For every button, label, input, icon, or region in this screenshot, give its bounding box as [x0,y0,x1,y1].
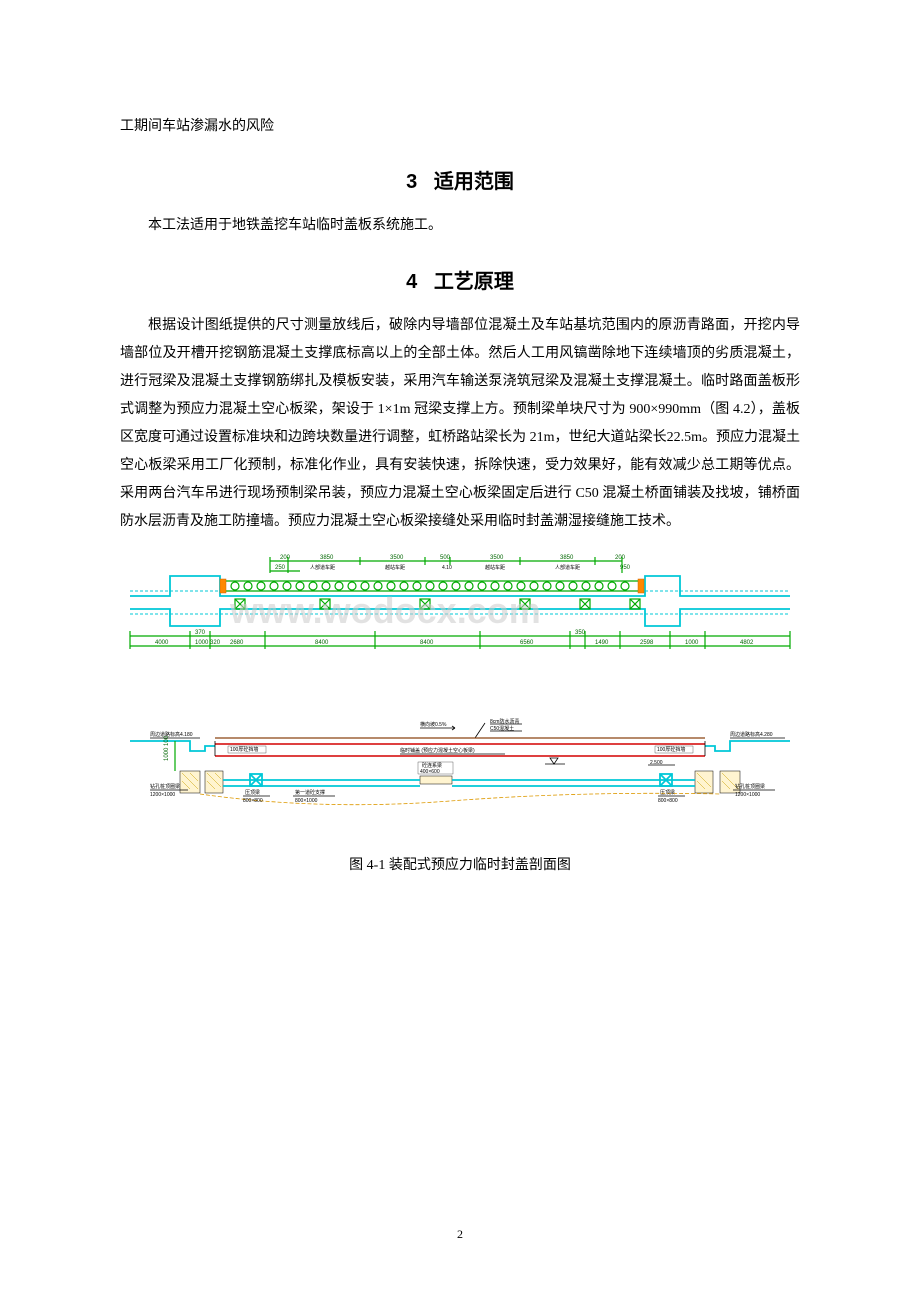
top-fragment: 工期间车站渗漏水的风险 [120,115,800,135]
section-4-num: 4 [406,271,417,293]
svg-text:8400: 8400 [420,640,434,646]
svg-text:4802: 4802 [740,640,754,646]
svg-text:100厚砼挡墙: 100厚砼挡墙 [657,746,685,753]
top-labels: 周边道路标高4.180 周边道路标高4.280 横向坡0.5% 8cm防水沥青 … [150,718,785,738]
svg-text:1490: 1490 [595,640,609,646]
svg-text:钻孔桩顶圈梁: 钻孔桩顶圈梁 [735,783,765,790]
svg-text:周边道路标高4.180: 周边道路标高4.180 [150,731,193,738]
svg-text:人部道车距: 人部道车距 [555,564,580,571]
section-4-title: 工艺原理 [434,271,514,293]
svg-text:250: 250 [275,565,286,571]
svg-text:钻孔桩顶圈梁: 钻孔桩顶圈梁 [150,783,180,790]
svg-text:350: 350 [575,630,586,636]
svg-text:第一道砼支撑: 第一道砼支撑 [295,789,325,796]
main-outline [130,576,790,626]
svg-text:砼连系梁: 砼连系梁 [422,762,442,769]
svg-text:压顶梁: 压顶梁 [660,789,675,796]
svg-text:100: 100 [164,735,170,746]
svg-text:370: 370 [195,630,206,636]
svg-text:500: 500 [440,555,451,561]
section-4-heading: 4 工艺原理 [120,265,800,294]
svg-text:1000: 1000 [685,640,699,646]
svg-text:200: 200 [615,555,626,561]
section-3-heading: 3 适用范围 [120,165,800,194]
svg-text:400×600: 400×600 [420,769,440,775]
end-box-l [220,579,226,593]
deck-units [225,581,640,609]
svg-text:横向坡0.5%: 横向坡0.5% [420,721,447,728]
svg-text:2680: 2680 [230,640,244,646]
svg-text:3500: 3500 [490,555,504,561]
svg-text:8400: 8400 [315,640,329,646]
svg-text:800×1000: 800×1000 [295,798,318,804]
svg-text:越站车距: 越站车距 [385,564,405,571]
svg-text:3850: 3850 [560,555,574,561]
svg-text:1200×1000: 1200×1000 [735,792,760,798]
top-dimensions: 200 3850 3500 500 3500 3850 200 人部道车距 越站… [270,555,631,573]
figure-1-plan: 200 3850 3500 500 3500 3850 200 人部道车距 越站… [120,551,800,681]
svg-text:4.10: 4.10 [442,565,452,571]
svg-text:3850: 3850 [320,555,334,561]
svg-text:4000: 4000 [155,640,169,646]
svg-text:周边道路标高4.280: 周边道路标高4.280 [730,731,773,738]
paragraph-2: 根据设计图纸提供的尺寸测量放线后，破除内导墙部位混凝土及车站基坑范围内的原沥青路… [120,312,800,536]
svg-text:压顶梁: 压顶梁 [245,789,260,796]
paragraph-1: 本工法适用于地铁盖挖车站临时盖板系统施工。 [120,212,800,240]
svg-text:800×800: 800×800 [658,798,678,804]
diagram-plan-svg: 200 3850 3500 500 3500 3850 200 人部道车距 越站… [120,551,800,681]
svg-text:2598: 2598 [640,640,654,646]
svg-text:800×800: 800×800 [243,798,263,804]
bottom-dimensions: 4000 370 1000 320 2680 8400 8400 6560 35… [130,630,790,649]
figure-2-section: 周边道路标高4.180 周边道路标高4.280 横向坡0.5% 8cm防水沥青 … [120,716,800,836]
section-3-num: 3 [406,171,417,193]
end-box-r [638,579,644,593]
svg-text:100厚砼挡墙: 100厚砼挡墙 [230,746,258,753]
section-3-title: 适用范围 [434,171,514,193]
svg-text:临时铺盖 (预应力混凝土空心板梁): 临时铺盖 (预应力混凝土空心板梁) [400,747,475,754]
svg-text:1200×1000: 1200×1000 [150,792,175,798]
figure-caption: 图 4-1 装配式预应力临时封盖剖面图 [120,854,800,874]
svg-text:人部道车距: 人部道车距 [310,564,335,571]
svg-text:越站车距: 越站车距 [485,564,505,571]
page-number: 2 [0,1227,920,1242]
svg-text:3500: 3500 [390,555,404,561]
svg-text:200: 200 [280,555,291,561]
section-outline: 100厚砼挡墙 100厚砼挡墙 100厚砼挡墙 临时铺盖 (预应力混凝土空心板梁… [130,738,790,775]
svg-text:1000 320: 1000 320 [195,640,221,646]
diagram-section-svg: 周边道路标高4.180 周边道路标高4.280 横向坡0.5% 8cm防水沥青 … [120,716,800,836]
svg-text:1000: 1000 [164,747,170,761]
supports [180,771,740,805]
svg-text:6560: 6560 [520,640,534,646]
